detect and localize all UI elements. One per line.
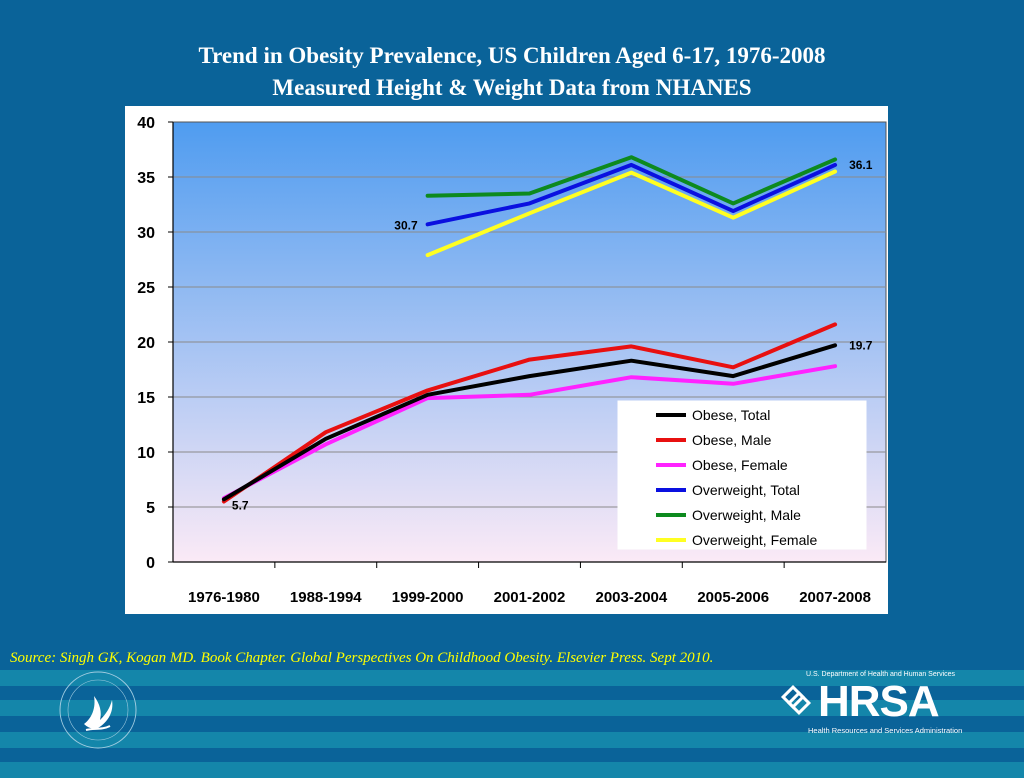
title-line-2: Measured Height & Weight Data from NHANE… (272, 75, 752, 100)
x-tick-label: 2003-2004 (595, 589, 667, 606)
footer-stripe (0, 670, 1024, 686)
source-citation: Source: Singh GK, Kogan MD. Book Chapter… (10, 650, 714, 666)
data-label: 5.7 (232, 498, 249, 512)
footer-stripe (0, 700, 1024, 716)
y-tick-label: 35 (137, 170, 155, 187)
title-line-1: Trend in Obesity Prevalence, US Children… (198, 43, 826, 68)
data-annotations: 5.7 30.7 36.1 19.7 (232, 158, 873, 512)
x-tick-label: 1988-1994 (290, 589, 362, 606)
y-tick-label: 30 (137, 225, 155, 242)
obesity-trend-chart: 0 5 10 15 20 25 30 35 40 1976-1980 1988-1994 1999-2… (137, 115, 887, 606)
hrsa-logo-icon (780, 684, 812, 716)
y-tick-label: 25 (137, 280, 155, 297)
y-tick-label: 15 (137, 390, 155, 407)
y-tick-label: 10 (137, 445, 155, 462)
legend: Obese, Total Obese, Male Obese, Female Over… (617, 400, 867, 550)
hrsa-full-name: Health Resources and Services Administra… (808, 726, 963, 735)
legend-label: Obese, Male (692, 432, 772, 448)
y-tick-label: 5 (146, 500, 155, 517)
x-tick-label: 1999-2000 (392, 589, 464, 606)
footer-stripe (0, 732, 1024, 748)
series-line (425, 162, 838, 227)
legend-label: Overweight, Female (692, 532, 817, 548)
hrsa-wordmark: HRSA (818, 677, 940, 726)
x-tick-label: 2001-2002 (494, 589, 566, 606)
x-tick-label: 1976-1980 (188, 589, 260, 606)
y-tick-label: 40 (137, 115, 155, 132)
legend-label: Obese, Female (692, 457, 788, 473)
legend-box (617, 400, 867, 550)
hrsa-department-text: U.S. Department of Health and Human Serv… (806, 671, 956, 678)
footer-stripe (0, 762, 1024, 778)
data-label: 30.7 (394, 218, 418, 232)
x-tick-label: 2007-2008 (799, 589, 871, 606)
series-lines (221, 155, 838, 504)
chart-panel: 0 5 10 15 20 25 30 35 40 1976-1980 1988-1994 1999-2… (125, 106, 888, 614)
series-line (221, 343, 838, 502)
x-tick-label: 2005-2006 (697, 589, 769, 606)
legend-label: Obese, Total (692, 407, 770, 423)
y-tick-label: 0 (146, 555, 155, 572)
axes: 0 5 10 15 20 25 30 35 40 1976-1980 1988-1994 1999-2… (137, 115, 886, 606)
series-line (221, 322, 838, 504)
series-line (221, 364, 838, 501)
series-line (425, 155, 838, 206)
series-line (425, 169, 838, 258)
data-label: 36.1 (849, 158, 873, 172)
data-label: 19.7 (849, 338, 873, 352)
y-tick-label: 20 (137, 335, 155, 352)
hhs-seal-icon (59, 671, 137, 749)
legend-label: Overweight, Total (692, 482, 800, 498)
slide-title: Trend in Obesity Prevalence, US Children… (0, 40, 1024, 104)
legend-label: Overweight, Male (692, 507, 801, 523)
